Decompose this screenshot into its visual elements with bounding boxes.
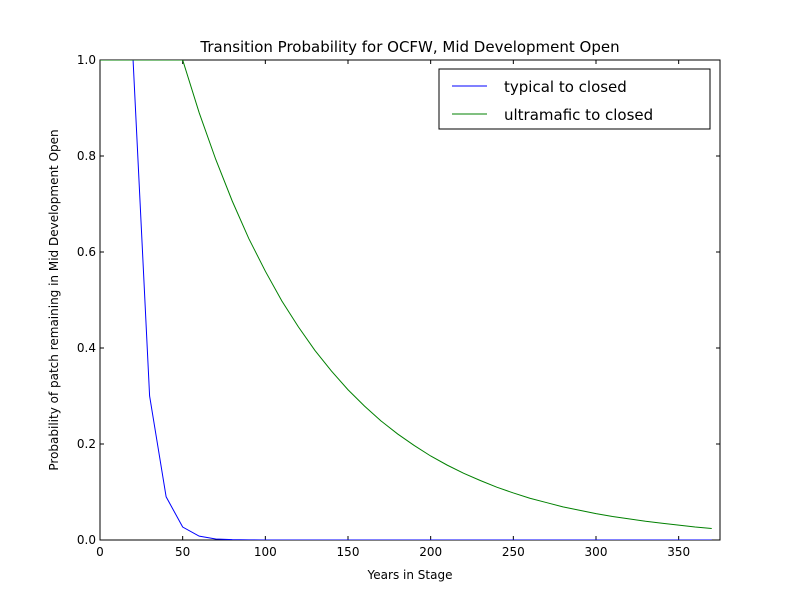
x-tick-label: 50 (175, 545, 190, 559)
series-line-1 (100, 60, 712, 529)
legend-box (438, 68, 711, 130)
y-tick-label: 0.8 (77, 149, 96, 163)
x-axis-ticks: 0 50 100 150 200 250 300 350 (96, 60, 690, 559)
x-tick-label: 350 (667, 545, 690, 559)
y-tick-label: 0.0 (77, 533, 96, 547)
series-lines (100, 60, 712, 540)
legend-label-typical: typical to closed (504, 78, 627, 96)
x-tick-label: 0 (96, 545, 104, 559)
y-axis-ticks: 0.0 0.2 0.4 0.6 0.8 1.0 (77, 53, 720, 547)
x-tick-label: 100 (254, 545, 277, 559)
y-tick-label: 0.6 (77, 245, 96, 259)
legend-label-ultramafic: ultramafic to closed (504, 106, 653, 124)
x-axis-label: Years in Stage (367, 568, 453, 582)
y-tick-label: 1.0 (77, 53, 96, 67)
y-tick-label: 0.4 (77, 341, 96, 355)
x-tick-label: 250 (502, 545, 525, 559)
y-tick-label: 0.2 (77, 437, 96, 451)
chart-title: Transition Probability for OCFW, Mid Dev… (199, 38, 619, 56)
x-tick-label: 300 (585, 545, 608, 559)
y-axis-label: Probability of patch remaining in Mid De… (47, 129, 61, 470)
x-tick-label: 200 (419, 545, 442, 559)
x-tick-label: 150 (337, 545, 360, 559)
series-line-0 (100, 60, 712, 540)
legend: typical to closed ultramafic to closed (438, 68, 711, 130)
